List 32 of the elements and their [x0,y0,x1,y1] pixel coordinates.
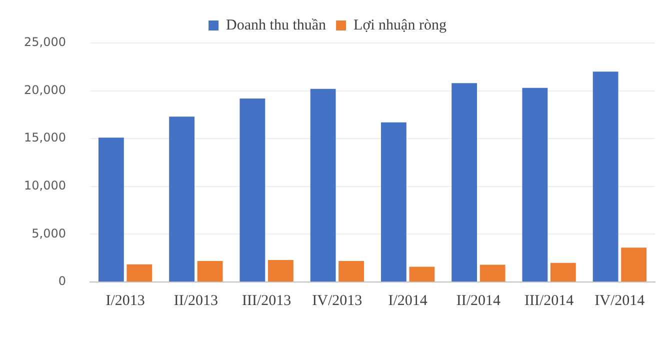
y-tick-label: 10,000 [24,178,66,193]
x-tick-label: II/2014 [456,292,502,309]
bar [126,264,152,282]
bar [522,88,548,282]
x-tick-label: I/2013 [106,292,145,309]
bar [197,260,223,282]
x-tick-label: III/2013 [242,292,292,309]
legend-label: Doanh thu thuần [226,17,327,34]
bar [240,98,266,282]
bar [550,262,576,282]
bar [592,72,618,282]
bar [268,260,294,282]
legend-label: Lợi nhuận ròng [354,17,447,34]
bar [452,83,478,282]
y-tick-label: 5,000 [32,226,66,240]
x-tick-label: IV/2014 [594,292,646,309]
x-tick-label: III/2014 [524,292,574,309]
y-tick-label: 15,000 [24,130,66,145]
bar [98,138,124,282]
bar [621,248,647,282]
y-tick-label: 20,000 [24,82,66,97]
y-tick-label: 0 [58,274,66,288]
x-tick-label: II/2013 [174,292,218,309]
y-tick-label: 25,000 [24,35,66,50]
bar [338,260,364,282]
bar [380,122,406,282]
bar [310,88,336,282]
x-tick-label: I/2014 [388,292,428,309]
x-tick-label: IV/2013 [312,292,362,309]
bar [409,266,435,282]
bar [480,264,506,282]
bar [169,116,195,282]
